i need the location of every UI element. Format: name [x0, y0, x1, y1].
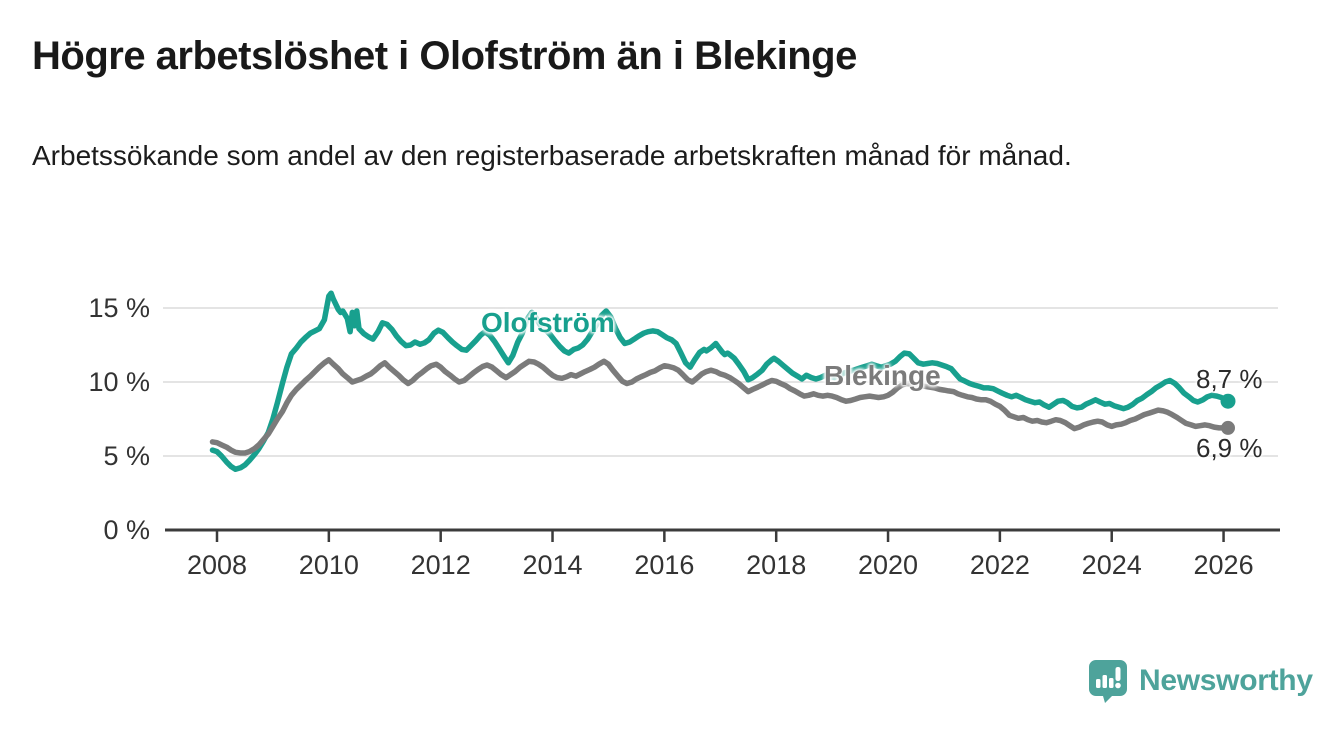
chart-subtitle: Arbetssökande som andel av den registerb…: [32, 140, 1072, 171]
x-tick-label-2022: 2022: [970, 550, 1030, 580]
x-tick-label-2012: 2012: [411, 550, 471, 580]
y-tick-label-0: 0 %: [103, 515, 150, 545]
x-tick-label-2018: 2018: [746, 550, 806, 580]
newsworthy-logo-icon: [1088, 659, 1128, 703]
y-tick-label-15: 15 %: [88, 293, 150, 323]
x-tick-label-2026: 2026: [1194, 550, 1254, 580]
x-tick-label-2024: 2024: [1082, 550, 1142, 580]
blekinge-end-value: 6,9 %: [1196, 433, 1263, 463]
y-tick-label-10: 10 %: [88, 367, 150, 397]
line-chart: 2008 2010 2012 2014 2016 2018 2020 2022 2024 2026…: [88, 290, 1280, 580]
newsworthy-brand-text: Newsworthy: [1139, 664, 1313, 697]
x-tick-label-2016: 2016: [634, 550, 694, 580]
x-tick-label-2008: 2008: [187, 550, 247, 580]
olofstrom-line: [209, 290, 1231, 473]
page-title: Högre arbetslöshet i Olofström än i Blek…: [32, 34, 857, 78]
newsworthy-logo: Newsworthy: [1088, 658, 1313, 704]
x-tick-label-2020: 2020: [858, 550, 918, 580]
blekinge-line: [209, 357, 1231, 456]
x-tick-label-2014: 2014: [522, 550, 582, 580]
y-tick-label-5: 5 %: [103, 441, 150, 471]
olofstrom-end-value: 8,7 %: [1196, 364, 1263, 394]
blekinge-end-dot: [1221, 420, 1235, 435]
olofstrom-series-label: Olofström: [481, 307, 615, 338]
blekinge-series-label: Blekinge: [824, 360, 941, 391]
olofstrom-end-dot: [1220, 393, 1236, 409]
x-tick-label-2010: 2010: [299, 550, 359, 580]
